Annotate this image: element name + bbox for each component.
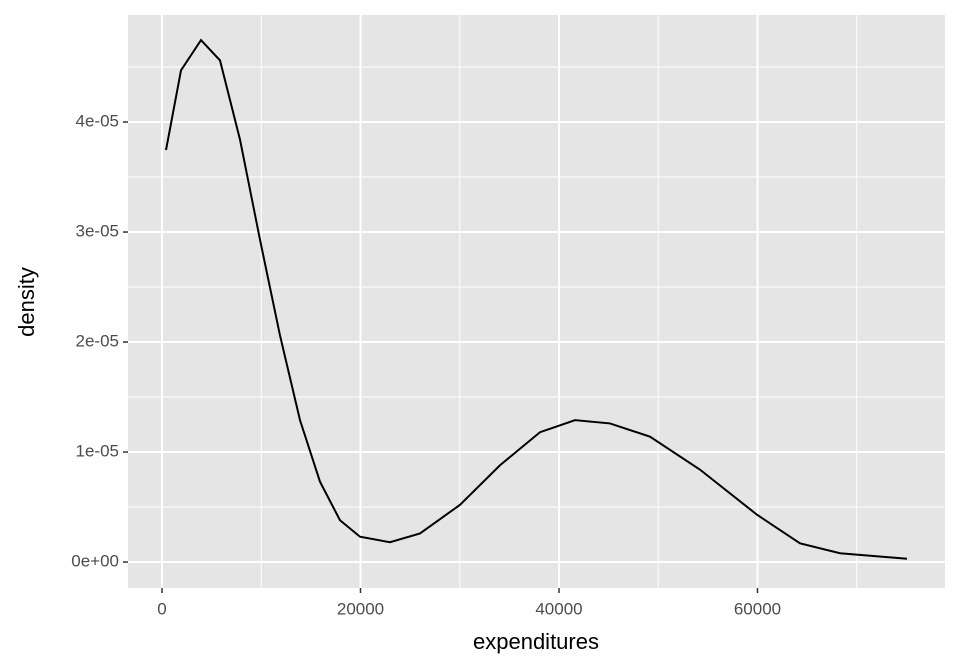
density-line — [165, 38, 908, 560]
x-tick-label: 20000 — [337, 599, 384, 618]
y-axis-title: density — [14, 267, 39, 337]
x-tick-label: 0 — [157, 599, 166, 618]
x-tick-label: 60000 — [734, 599, 781, 618]
y-tick-label: 2e-05 — [76, 332, 119, 351]
y-tick-label: 0e+00 — [71, 552, 119, 571]
x-axis-title: expenditures — [473, 629, 599, 654]
plot-panel — [128, 15, 945, 588]
y-tick-label: 4e-05 — [76, 112, 119, 131]
y-tick-label: 3e-05 — [76, 222, 119, 241]
x-tick-label: 40000 — [535, 599, 582, 618]
y-tick-label: 1e-05 — [76, 442, 119, 461]
